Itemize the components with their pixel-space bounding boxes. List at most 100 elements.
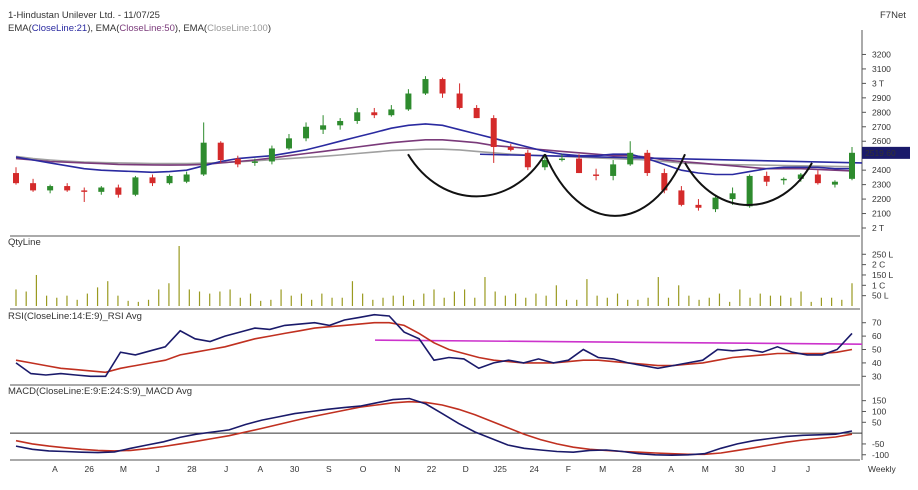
candle-body [524, 152, 531, 168]
x-tick-label: 30 [735, 464, 745, 474]
ema100-legend: CloseLine:100 [207, 23, 268, 34]
x-tick-label: A [258, 464, 264, 474]
x-tick-label: A [668, 464, 674, 474]
candle-body [47, 186, 54, 191]
candle-body [456, 93, 463, 108]
candle-body [183, 174, 190, 182]
candle-body [166, 175, 173, 184]
candle-body [405, 93, 412, 110]
macd-axis-tick-label: -50 [872, 439, 885, 449]
x-tick-label: J [806, 464, 810, 474]
candle-body [30, 183, 37, 191]
candle-body [780, 178, 787, 181]
price-axis-tick-label: 2900 [872, 93, 891, 103]
macd-line [15, 397, 853, 457]
candle-body [763, 175, 770, 182]
x-tick-label: F [566, 464, 571, 474]
candle-body [831, 181, 838, 185]
rsi-pane-title: RSI(CloseLine:14:E:9)_RSI Avg [8, 311, 142, 322]
candle-body [439, 79, 446, 94]
price-axis-tick-label: 3100 [872, 64, 891, 74]
x-tick-label: J [772, 464, 776, 474]
timeframe-label: Weekly [868, 464, 896, 474]
macd-axis-tick-label: 50 [872, 417, 882, 427]
candle-body [149, 177, 156, 184]
candle-body [251, 161, 258, 163]
volume-axis-tick-label: 150 L [872, 270, 894, 280]
price-axis-tick-label: 2 T [872, 223, 884, 233]
x-tick-label: 26 [84, 464, 94, 474]
candle-body [13, 173, 19, 184]
x-tick-label: 28 [187, 464, 197, 474]
x-tick-label: A [52, 464, 58, 474]
ema50-line [15, 139, 853, 172]
rsi-pane: 70 60 50 40 30 [15, 313, 882, 381]
price-axis-tick-label: 2400 [872, 165, 891, 175]
macd-avg-line [15, 400, 853, 456]
x-tick-label: J25 [493, 464, 507, 474]
macd-axis-tick-label: 150 [872, 396, 886, 406]
price-axis-tick-label: 3200 [872, 49, 891, 59]
candle-body [576, 158, 583, 174]
candle-body [610, 164, 617, 176]
candle-body [797, 174, 804, 179]
volume-axis-tick-label: 250 L [872, 249, 894, 259]
price-axis-tick-label: 2300 [872, 180, 891, 190]
candle-body [388, 109, 395, 116]
rsi-line [15, 313, 853, 378]
candle-body [593, 174, 600, 176]
candle-body [337, 120, 344, 126]
candle-body [217, 142, 224, 161]
candle-body [473, 107, 480, 119]
x-tick-label: 28 [632, 464, 642, 474]
candle-body [354, 112, 361, 121]
ema50-legend: CloseLine:50 [119, 23, 174, 34]
last-price-label: 2519.60 [865, 148, 896, 158]
candle-body [661, 173, 668, 191]
candle-body [678, 190, 685, 205]
x-tick-label: 22 [427, 464, 437, 474]
price-axis-tick-label: 2600 [872, 136, 891, 146]
candle-body [115, 187, 122, 195]
candle-body [695, 204, 702, 208]
candle-body [303, 126, 310, 139]
price-axis-tick-label: 2200 [872, 194, 891, 204]
x-tick-label: M [599, 464, 606, 474]
price-axis-tick-label: 2800 [872, 107, 891, 117]
candle-body [627, 152, 634, 165]
rsi-reference-line [374, 339, 863, 345]
candle-body [81, 190, 88, 192]
chart-title: 1-Hindustan Unilever Ltd. - 11/07/25 [8, 10, 160, 21]
rsi-axis-tick-label: 60 [872, 331, 882, 341]
candle-body [64, 186, 71, 191]
x-tick-label: D [463, 464, 469, 474]
candle-body [729, 193, 736, 200]
candle-body [644, 152, 651, 174]
last-price-badge [862, 146, 910, 159]
rsi-axis-tick-label: 40 [872, 358, 882, 368]
candle-body [507, 147, 514, 150]
candle-body [712, 197, 719, 210]
x-tick-label: 30 [290, 464, 300, 474]
volume-pane-title: QtyLine [8, 237, 41, 248]
source-badge: F7Net [880, 10, 906, 21]
x-tick-label: S [326, 464, 332, 474]
volume-axis-tick-label: 2 C [872, 260, 885, 270]
ema21-legend: CloseLine:21 [32, 23, 87, 34]
candle-body [132, 177, 139, 195]
pattern-curve [544, 153, 686, 217]
price-axis-tick-label: 2700 [872, 122, 891, 132]
candle-body [285, 138, 292, 149]
rsi-axis-tick-label: 50 [872, 345, 882, 355]
candle-body [422, 79, 429, 94]
candle-body [234, 158, 241, 165]
x-axis: A 26 M J 28 J A 30 S O N 22 D J25 24 F M 28 A M 30 J J Weekly [52, 464, 896, 474]
rsi-avg-line [15, 321, 853, 374]
rsi-axis-tick-label: 70 [872, 318, 882, 328]
rsi-axis-tick-label: 30 [872, 371, 882, 381]
macd-axis-tick-label: -100 [872, 450, 889, 460]
